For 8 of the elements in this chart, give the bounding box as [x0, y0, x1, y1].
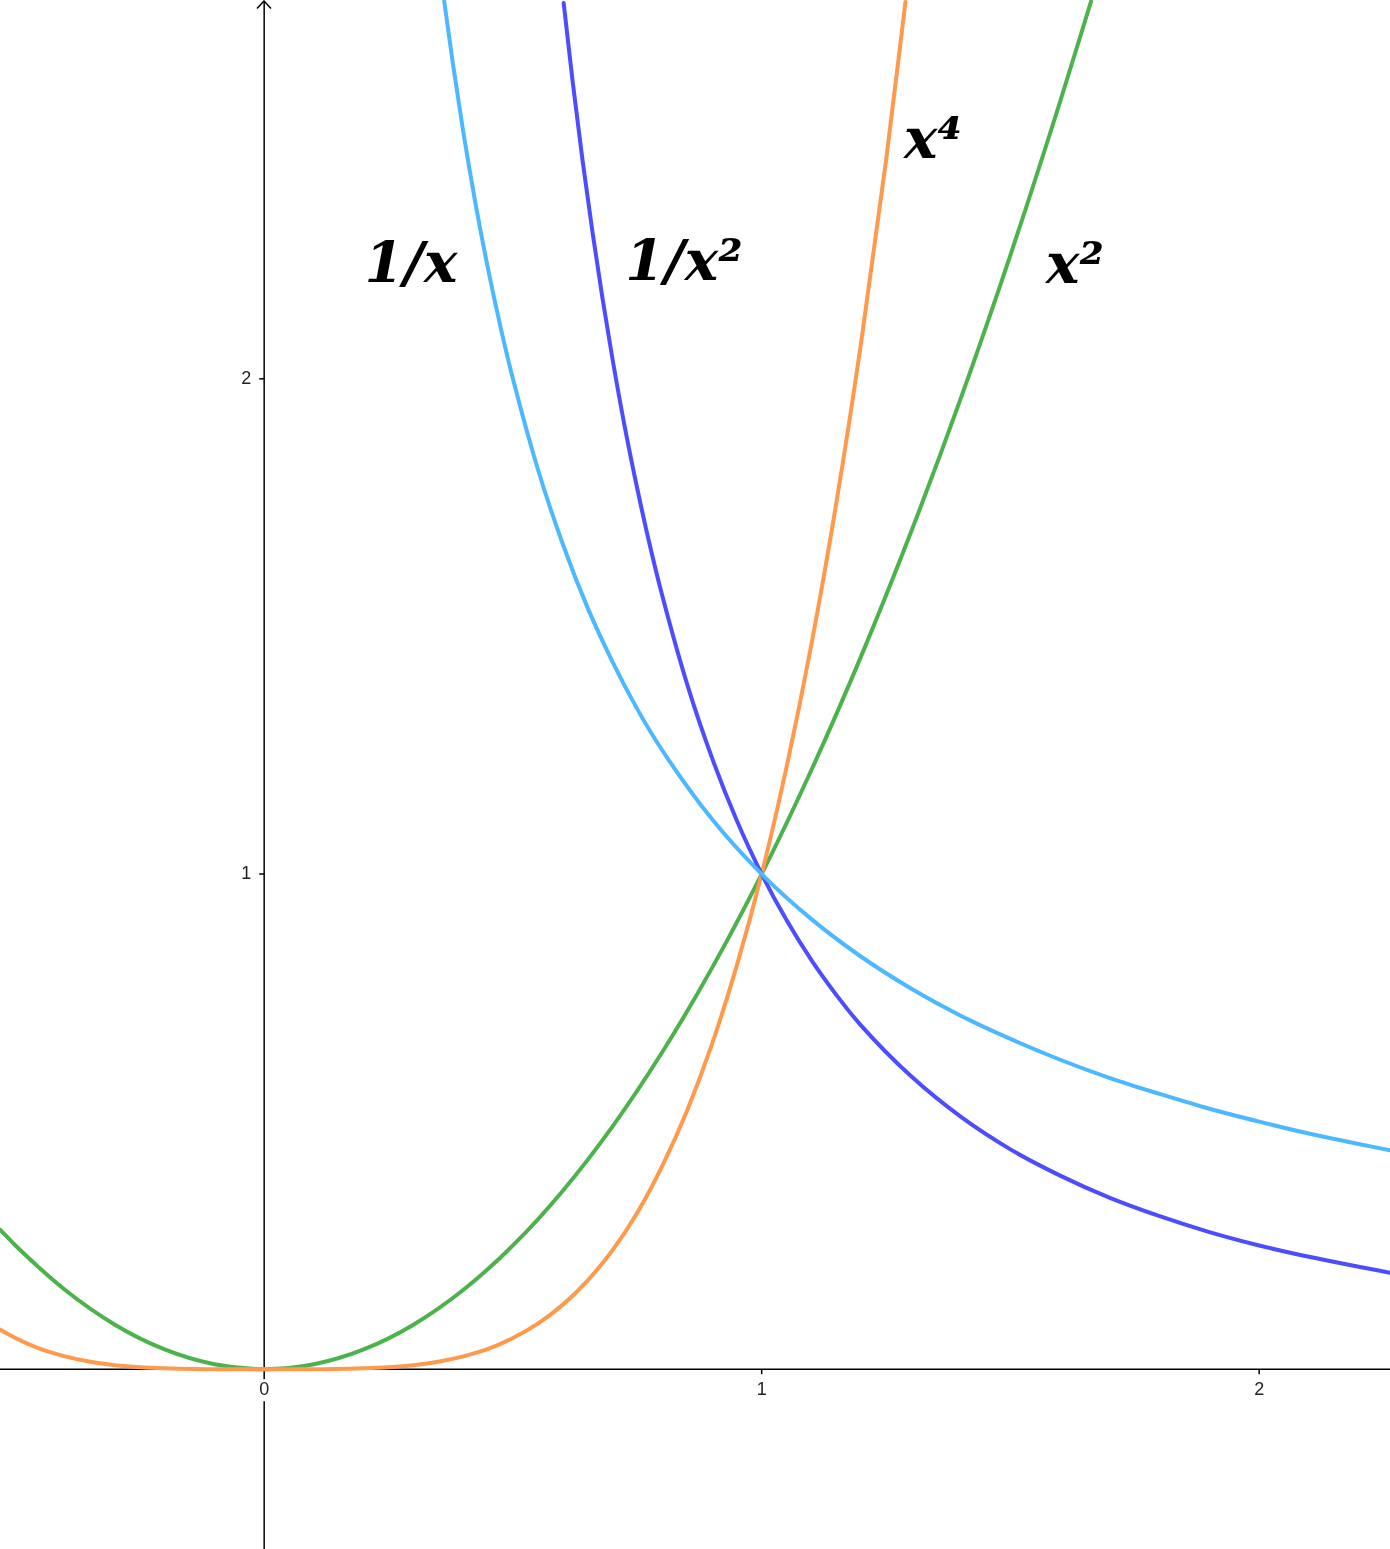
series-label: x⁴: [903, 105, 962, 171]
x-tick-label: 1: [756, 1379, 767, 1400]
x-tick-label: 2: [1254, 1379, 1265, 1400]
series-label: x²: [1045, 230, 1104, 296]
series-label: 1/x²: [625, 227, 743, 293]
series-label: 1/x: [364, 229, 459, 295]
x-tick-label: 0: [259, 1379, 270, 1400]
line-series: [561, 0, 1390, 1275]
